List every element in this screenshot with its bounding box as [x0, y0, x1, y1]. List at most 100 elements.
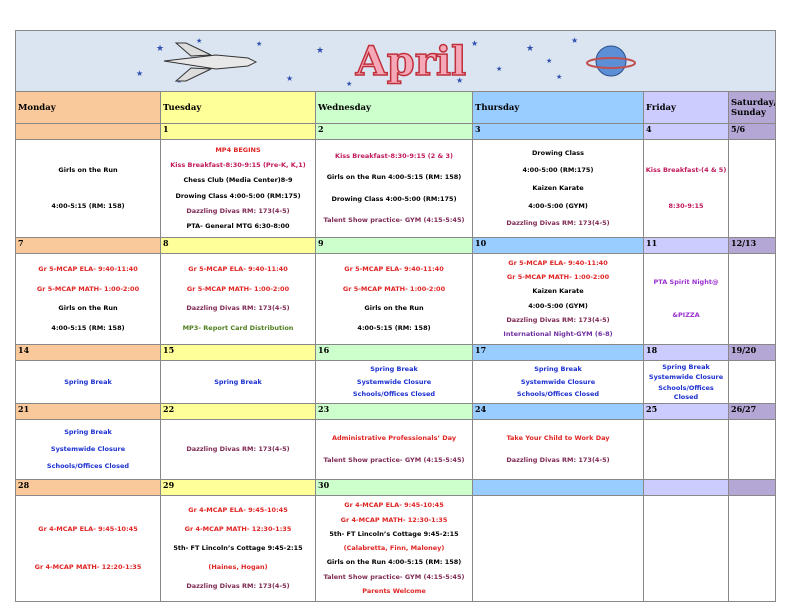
svg-text:★: ★ — [196, 37, 202, 45]
date: 25 — [643, 403, 729, 420]
month-title: April — [355, 38, 466, 85]
events: Spring Break Systemwide Closure Schools/Of… — [317, 362, 472, 403]
date: 26/27 — [727, 403, 777, 420]
event: Administrative Professionals’ Day — [331, 433, 457, 442]
date-row: 14 15 16 17 18 19/20 — [15, 344, 777, 361]
events: Gr 4-MCAP ELA- 9:45-10:45 Gr 4-MCAP MATH-… — [317, 497, 472, 601]
header-row: Monday Tuesday Wednesday Thursday Friday Satu… — [15, 91, 777, 124]
events: Spring Break Systemwide Closure Schools/Of… — [17, 421, 160, 479]
event: Drowing Class 4:00-5:00 (RM:175) — [331, 194, 457, 203]
day-cell — [727, 495, 777, 602]
event: Girls on the Run — [364, 304, 424, 313]
event: 4:00-5:15 (RM: 158) — [357, 324, 431, 333]
day-cell: Kiss Breakfast-8:30-9:15 (2 & 3) Girls on… — [315, 139, 473, 238]
event: Dazzling Divas RM: 173(4-5) — [186, 304, 290, 313]
planet — [586, 45, 636, 77]
events — [474, 497, 643, 601]
date-row: 21 22 23 24 25 26/27 — [15, 403, 777, 420]
event: Systemwide Closure — [648, 373, 724, 381]
event: 4:00-5:00 (GYM) — [528, 201, 588, 210]
date-row: 7 8 9 10 11 12/13 — [15, 237, 777, 254]
events: Gr 5-MCAP ELA- 9:40-11:40 Gr 5-MCAP MATH-… — [17, 255, 160, 344]
event: Gr 5-MCAP ELA- 9:40-11:40 — [508, 259, 608, 268]
event: Spring Break — [370, 364, 418, 373]
date: 17 — [472, 344, 644, 361]
event: Kaizen Karate — [532, 287, 584, 296]
column-header: Thursday — [472, 91, 644, 124]
event: Dazzling Divas RM: 173(4-5) — [186, 582, 290, 590]
event: Spring Break — [64, 377, 112, 386]
event: Gr 5-MCAP MATH- 1:00-2:00 — [36, 284, 140, 293]
svg-text:★: ★ — [136, 69, 143, 78]
column-header: Saturday/ Sunday — [727, 91, 777, 124]
event: Gr 4-MCAP MATH- 12:20-1:35 — [34, 563, 142, 571]
date: 4 — [643, 123, 729, 140]
event: Gr 4-MCAP ELA- 9:45-10:45 — [38, 525, 138, 533]
day-cell: PTA Spirit Night@ &PIZZA — [643, 253, 729, 345]
day-cell: Spring Break — [160, 360, 316, 404]
event: (Haines, Hogan) — [208, 563, 268, 571]
date: 18 — [643, 344, 729, 361]
events: Kiss Breakfast-8:30-9:15 (2 & 3) Girls on… — [317, 141, 472, 237]
events: PTA Spirit Night@ &PIZZA — [645, 255, 728, 344]
events: Kiss Breakfast-(4 & 5) 8:30-9:15 — [645, 141, 728, 237]
event: Take Your Child to Work Day — [506, 433, 610, 442]
date — [15, 123, 161, 140]
event: Gr 5-MCAP ELA- 9:40-11:40 — [344, 264, 444, 273]
date: 1 — [160, 123, 316, 140]
svg-text:★: ★ — [471, 39, 478, 48]
events: Gr 5-MCAP ELA- 9:40-11:40 Gr 5-MCAP MATH-… — [317, 255, 472, 344]
event: Gr 5-MCAP MATH- 1:00-2:00 — [186, 284, 290, 293]
day-cell: Gr 5-MCAP ELA- 9:40-11:40 Gr 5-MCAP MATH-… — [472, 253, 644, 345]
date: 2 — [315, 123, 473, 140]
date: 16 — [315, 344, 473, 361]
svg-text:★: ★ — [526, 44, 534, 54]
day-cell: Spring Break Systemwide Closure Schools/Of… — [315, 360, 473, 404]
date: 8 — [160, 237, 316, 254]
event: Kiss Breakfast-8:30-9:15 (Pre-K, K,1) — [170, 161, 306, 170]
svg-text:★: ★ — [316, 46, 324, 56]
date — [643, 479, 729, 496]
event: Gr 4-MCAP MATH- 12:30-1:35 — [340, 515, 448, 524]
event: Girls on the Run 4:00-5:15 (RM: 158) — [326, 558, 462, 567]
event: (Calabretta, Finn, Maloney) — [343, 544, 445, 552]
day-cell: Spring Break Systemwide Closure Schools/Of… — [472, 360, 644, 404]
events: Spring Break Systemwide Closure Schools/Of… — [474, 362, 643, 403]
svg-text:★: ★ — [546, 57, 552, 65]
date — [727, 479, 777, 496]
day-cell — [643, 495, 729, 602]
date: 9 — [315, 237, 473, 254]
event: Parents Welcome — [362, 586, 426, 595]
column-header: Wednesday — [315, 91, 473, 124]
event: Kaizen Karate — [532, 183, 584, 192]
events: Spring Break — [17, 362, 160, 403]
day-cell — [472, 495, 644, 602]
event: Dazzling Divas RM: 173(4-5) — [506, 219, 610, 228]
events: Gr 4-MCAP ELA- 9:45-10:45 Gr 4-MCAP MATH-… — [162, 497, 315, 601]
event: Gr 5-MCAP MATH- 1:00-2:00 — [342, 284, 446, 293]
day-cell — [727, 360, 777, 404]
event: Systemwide Closure — [356, 377, 432, 386]
date: 22 — [160, 403, 316, 420]
content-row: Spring Break Systemwide Closure Schools/Of… — [15, 419, 777, 480]
event: Chess Club (Media Center)8-9 — [183, 176, 293, 185]
date: 23 — [315, 403, 473, 420]
day-cell: Spring Break — [15, 360, 161, 404]
day-cell: Spring Break Systemwide Closure Schools/Of… — [15, 419, 161, 480]
events — [645, 497, 728, 601]
date: 5/6 — [727, 123, 777, 140]
event: Schools/Offices Closed — [658, 383, 714, 401]
content-row: Girls on the Run 4:00-5:15 (RM: 158) MP4 B… — [15, 139, 777, 238]
event: Schools/Offices Closed — [46, 462, 130, 470]
event: 4:00-5:00 (GYM) — [528, 301, 588, 310]
event: PTA- General MTG 6:30-8:00 — [186, 221, 290, 230]
event: Dazzling Divas RM: 173(4-5) — [186, 206, 290, 215]
events — [730, 141, 775, 237]
event: Dazzling Divas RM: 173(4-5) — [506, 315, 610, 324]
day-cell — [643, 419, 729, 480]
day-cell: Kiss Breakfast-(4 & 5) 8:30-9:15 — [643, 139, 729, 238]
date: 15 — [160, 344, 316, 361]
date — [472, 479, 644, 496]
date: 21 — [15, 403, 161, 420]
